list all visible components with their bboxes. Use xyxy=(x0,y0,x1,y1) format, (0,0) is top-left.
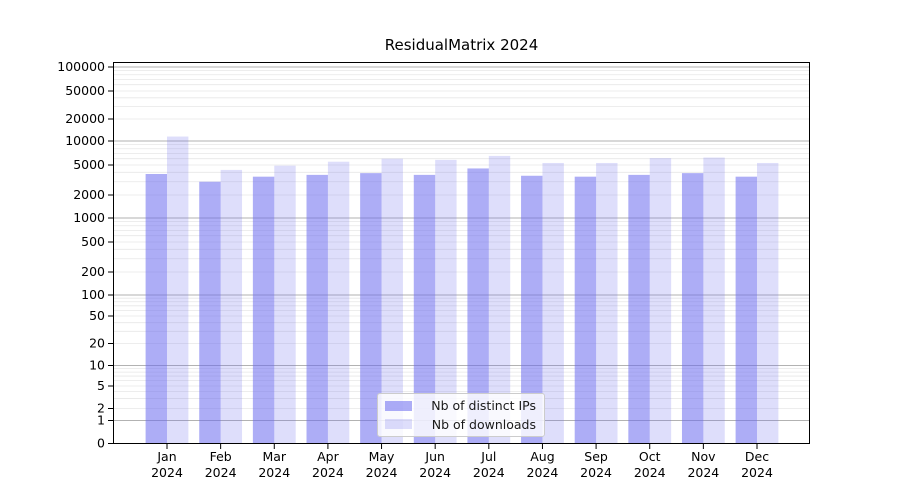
legend-swatch-distinct-ips xyxy=(385,400,412,411)
y-tick-label: 100000 xyxy=(57,59,105,74)
chart-title: ResidualMatrix 2024 xyxy=(384,36,539,54)
bar-downloads xyxy=(381,158,403,444)
bar-downloads xyxy=(542,162,564,444)
x-tick-label: Oct 2024 xyxy=(634,449,666,480)
x-tick-label: Mar 2024 xyxy=(258,449,290,480)
bar-downloads xyxy=(649,158,672,444)
y-tick-label: 5000 xyxy=(73,157,105,172)
y-tick-label: 20 xyxy=(89,336,105,351)
bar-distinct-ips xyxy=(413,174,436,444)
x-tick-label: May 2024 xyxy=(366,449,398,480)
bar-distinct-ips xyxy=(521,175,543,445)
x-tick-label: Dec 2024 xyxy=(741,449,773,480)
bar-downloads xyxy=(596,162,618,444)
y-tick-label: 1000 xyxy=(73,210,105,225)
y-tick-label: 2 xyxy=(97,401,105,416)
x-tick-label: Apr 2024 xyxy=(312,449,344,480)
bar-distinct-ips xyxy=(252,176,275,444)
x-tick-label: Jun 2024 xyxy=(419,449,451,480)
legend-label-distinct-ips: Nb of distinct IPs xyxy=(431,398,536,414)
x-tick-label: Jul 2024 xyxy=(473,449,505,480)
bar-downloads xyxy=(220,169,243,444)
bar-distinct-ips xyxy=(735,176,757,444)
legend-item-distinct-ips: Nb of distinct IPs xyxy=(385,398,536,414)
bar-distinct-ips xyxy=(360,173,382,444)
y-tick-label: 50000 xyxy=(65,83,105,98)
x-tick-label: Aug 2024 xyxy=(527,449,559,480)
y-tick-label: 500 xyxy=(81,234,105,249)
legend-label-downloads: Nb of downloads xyxy=(431,416,536,432)
legend-item-downloads: Nb of downloads xyxy=(385,417,536,433)
bar-distinct-ips xyxy=(574,176,597,444)
bar-distinct-ips xyxy=(145,173,167,444)
bar-downloads xyxy=(435,159,457,444)
x-tick-label: Sep 2024 xyxy=(580,449,612,480)
bar-downloads xyxy=(703,157,725,445)
x-tick-label: Feb 2024 xyxy=(205,449,237,480)
bar-distinct-ips xyxy=(681,173,704,444)
y-tick-label: 5 xyxy=(97,378,105,393)
y-tick-label: 1 xyxy=(97,413,105,428)
y-tick-label: 50 xyxy=(89,308,105,323)
y-tick-label: 0 xyxy=(97,436,105,451)
bar-distinct-ips xyxy=(199,181,221,444)
legend: Nb of distinct IPs Nb of downloads xyxy=(377,393,545,437)
y-tick-label: 10000 xyxy=(65,133,105,148)
x-tick-label: Jan 2024 xyxy=(151,449,183,480)
y-tick-label: 100 xyxy=(81,287,105,302)
plot-border xyxy=(113,62,810,444)
x-tick-label: Nov 2024 xyxy=(687,449,719,480)
bar-downloads xyxy=(274,165,296,445)
y-tick-label: 200 xyxy=(81,264,105,279)
legend-swatch-downloads xyxy=(385,419,412,430)
bar-distinct-ips xyxy=(467,168,489,444)
y-tick-label: 20000 xyxy=(65,111,105,126)
bar-downloads xyxy=(167,136,189,444)
bar-downloads xyxy=(757,162,779,444)
bar-downloads xyxy=(488,155,511,445)
y-tick-label: 10 xyxy=(89,358,105,373)
bar-distinct-ips xyxy=(628,174,650,444)
bar-distinct-ips xyxy=(306,174,328,444)
bar-downloads xyxy=(327,161,350,444)
y-tick-label: 2000 xyxy=(73,187,105,202)
